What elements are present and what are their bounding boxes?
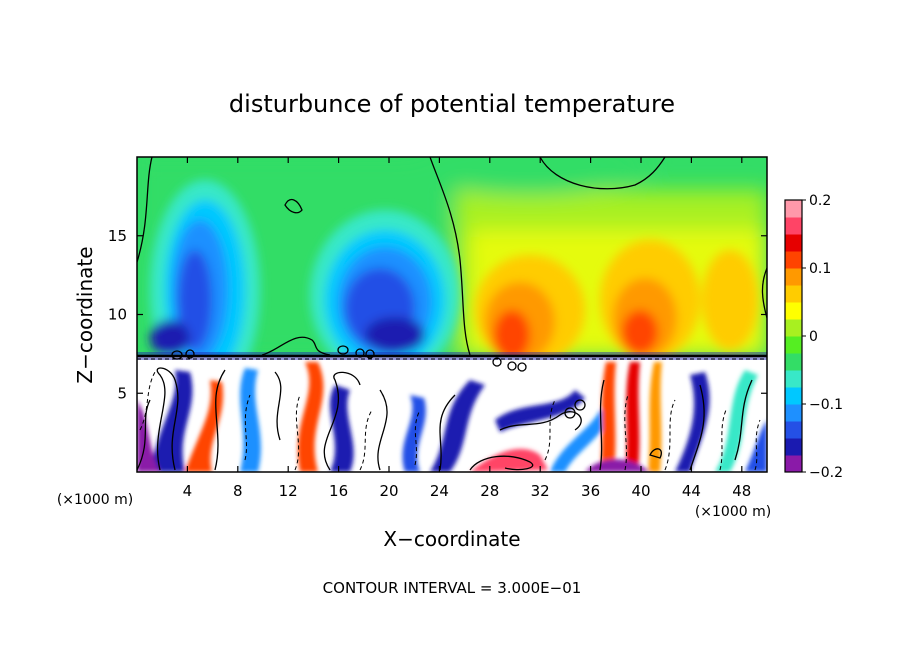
colorbar-segment bbox=[785, 302, 802, 320]
plot-area bbox=[137, 157, 767, 472]
colorbar-segment bbox=[785, 455, 802, 473]
x-unit-right: (×1000 m) bbox=[695, 504, 771, 520]
colorbar-segment bbox=[785, 404, 802, 422]
contour-interval-label: CONTOUR INTERVAL = 3.000E−01 bbox=[323, 579, 582, 597]
x-tick-label: 20 bbox=[379, 482, 398, 500]
y-tick-label: 10 bbox=[108, 306, 127, 324]
colorbar-tick-label: 0 bbox=[809, 329, 818, 345]
x-tick-label: 48 bbox=[732, 482, 751, 500]
colorbar: 0.2 0.1 0 −0.1 −0.2 bbox=[784, 193, 843, 481]
warm-anomaly-right bbox=[475, 240, 758, 365]
x-tick-label: 32 bbox=[531, 482, 550, 500]
colorbar-tick-label: 0.2 bbox=[809, 193, 831, 209]
y-tick-label: 5 bbox=[117, 384, 127, 402]
colorbar-segment bbox=[785, 370, 802, 388]
cold-anomaly-center bbox=[310, 210, 460, 380]
x-tick-label: 4 bbox=[183, 482, 193, 500]
x-tick-label: 24 bbox=[430, 482, 449, 500]
cold-anomaly-left bbox=[150, 180, 260, 400]
y-axis-label: Z−coordinate bbox=[73, 246, 97, 383]
colorbar-segment bbox=[785, 319, 802, 337]
colorbar-segment bbox=[785, 438, 802, 456]
colorbar-segment bbox=[785, 336, 802, 354]
chart-title: disturbunce of potential temperature bbox=[229, 90, 675, 118]
x-tick-label: 8 bbox=[233, 482, 243, 500]
turbulent-layer bbox=[137, 352, 767, 472]
x-tick-label: 36 bbox=[581, 482, 600, 500]
x-axis-label: X−coordinate bbox=[383, 527, 520, 551]
colorbar-segment bbox=[785, 353, 802, 371]
colorbar-segment bbox=[785, 387, 802, 405]
contour-lines-dashed bbox=[139, 371, 761, 471]
x-tick-label: 16 bbox=[329, 482, 348, 500]
colorbar-segment bbox=[785, 421, 802, 439]
colorbar-segment bbox=[785, 251, 802, 269]
x-unit-left: (×1000 m) bbox=[57, 492, 133, 508]
x-tick-label: 44 bbox=[682, 482, 701, 500]
colorbar-segment bbox=[785, 268, 802, 286]
x-axis: 4 8 12 16 20 24 28 32 36 40 44 48 bbox=[183, 157, 751, 500]
colorbar-segment bbox=[785, 200, 802, 218]
colorbar-segment bbox=[785, 234, 802, 252]
y-axis: 5 10 15 bbox=[108, 227, 767, 402]
colorbar-tick-label: −0.1 bbox=[809, 397, 843, 413]
y-tick-label: 15 bbox=[108, 227, 127, 245]
contour-lines bbox=[137, 157, 767, 471]
colorbar-tick-label: 0.1 bbox=[809, 261, 831, 277]
x-tick-label: 40 bbox=[631, 482, 650, 500]
x-tick-label: 12 bbox=[279, 482, 298, 500]
colorbar-segment bbox=[785, 285, 802, 303]
x-tick-label: 28 bbox=[480, 482, 499, 500]
colorbar-segment bbox=[785, 217, 802, 235]
colorbar-tick-label: −0.2 bbox=[809, 465, 843, 481]
